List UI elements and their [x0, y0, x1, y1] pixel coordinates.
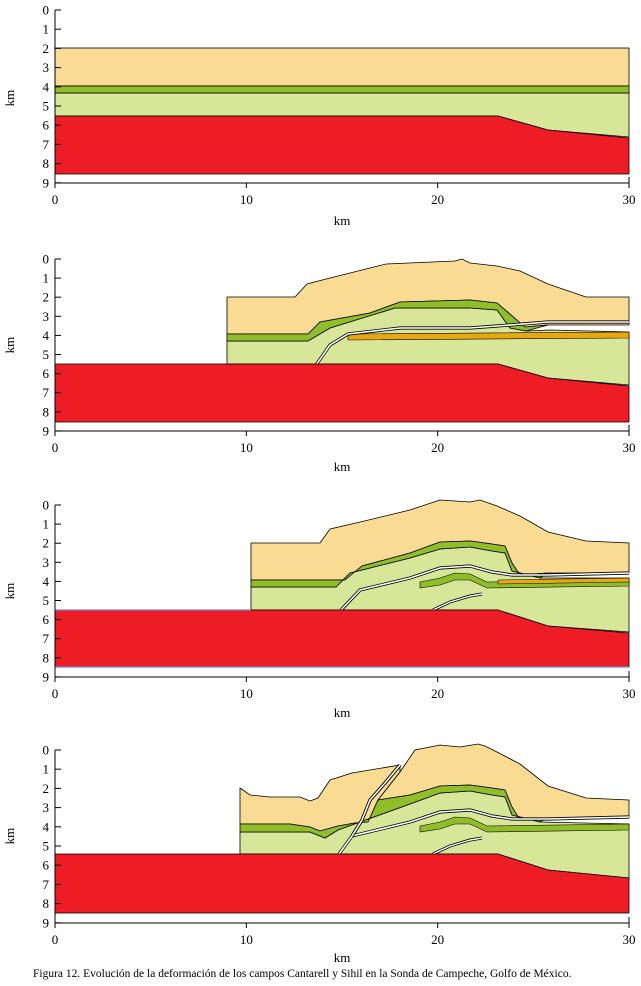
- x-tick-label: 30: [623, 932, 636, 947]
- marker-bed-folded: [226, 299, 549, 342]
- y-tick-label: 9: [43, 915, 50, 930]
- panel-stage-1: 0 1 2 3 4 5 6 7 8 9 0 10 20 30 km km: [2, 3, 636, 229]
- y-tick-label: 0: [43, 252, 50, 267]
- y-tick-label: 8: [43, 650, 50, 665]
- x-tick-label: 0: [52, 686, 59, 701]
- y-tick-label: 9: [43, 175, 50, 190]
- y-tick-label: 7: [43, 631, 50, 646]
- y-tick-label: 4: [43, 79, 50, 94]
- y-tick-label: 4: [43, 328, 50, 343]
- y-tick-label: 5: [43, 347, 50, 362]
- y-tick-label: 7: [43, 137, 50, 152]
- x-tick-label: 0: [52, 192, 59, 207]
- cross-section: [54, 258, 630, 423]
- x-axis-ticks: 0 10 20 30: [52, 183, 636, 207]
- x-tick-label: 10: [240, 192, 253, 207]
- y-tick-label: 3: [43, 800, 50, 815]
- y-tick-label: 5: [43, 593, 50, 608]
- x-tick-label: 0: [52, 440, 59, 455]
- figure-caption: Figura 12. Evolución de la deformación d…: [33, 968, 572, 980]
- y-tick-label: 9: [43, 669, 50, 684]
- orange-bed: [347, 331, 630, 341]
- orange-bed: [497, 577, 630, 585]
- y-tick-label: 0: [43, 3, 50, 18]
- y-tick-label: 3: [43, 555, 50, 570]
- x-tick-label: 30: [623, 440, 636, 455]
- y-tick-label: 1: [43, 762, 50, 777]
- y-tick-label: 5: [43, 99, 50, 114]
- y-tick-label: 6: [43, 858, 50, 873]
- x-tick-label: 20: [431, 686, 444, 701]
- panel-stage-4: 0 1 2 3 4 5 6 7 8 9 0 10 20 30 km km: [2, 743, 636, 966]
- y-tick-label: 6: [43, 612, 50, 627]
- y-tick-label: 7: [43, 385, 50, 400]
- x-axis-ticks: 0 10 20 30: [52, 923, 636, 947]
- x-axis-label: km: [334, 705, 351, 720]
- x-tick-label: 20: [431, 932, 444, 947]
- upper-unit: [54, 47, 630, 87]
- y-axis-label: km: [2, 583, 17, 600]
- y-axis-ticks: 0 1 2 3 4 5 6 7 8 9: [43, 743, 61, 930]
- x-axis-label: km: [334, 950, 351, 965]
- axes: [54, 10, 630, 184]
- y-tick-label: 1: [43, 271, 50, 286]
- x-tick-label: 10: [240, 686, 253, 701]
- x-axis-label: km: [334, 213, 351, 228]
- y-axis-ticks: 0 1 2 3 4 5 6 7 8 9: [43, 252, 61, 438]
- y-tick-label: 4: [43, 574, 50, 589]
- y-tick-label: 5: [43, 839, 50, 854]
- x-tick-label: 30: [623, 192, 636, 207]
- x-axis-ticks: 0 10 20 30: [52, 431, 636, 455]
- y-axis-label: km: [2, 337, 17, 354]
- marker-bed: [54, 85, 630, 94]
- panel-stage-3: 0 1 2 3 4 5 6 7 8 9 0 10 20 30 km km: [2, 498, 636, 721]
- panel-stage-2: 0 1 2 3 4 5 6 7 8 9 0 10 20 30 km km: [2, 252, 636, 475]
- y-axis-ticks: 0 1 2 3 4 5 6 7 8 9: [43, 498, 61, 684]
- cross-section: [54, 743, 630, 914]
- y-tick-label: 6: [43, 118, 50, 133]
- x-tick-label: 30: [623, 686, 636, 701]
- axes: [54, 505, 630, 678]
- x-tick-label: 10: [240, 440, 253, 455]
- y-axis-label: km: [2, 828, 17, 845]
- axes: [54, 259, 630, 432]
- y-tick-label: 0: [43, 498, 50, 513]
- y-tick-label: 2: [43, 781, 50, 796]
- axes: [54, 750, 630, 924]
- y-tick-label: 2: [43, 536, 50, 551]
- cross-section: [54, 499, 630, 668]
- x-tick-label: 10: [240, 932, 253, 947]
- lower-marker-bed: [419, 816, 630, 833]
- y-tick-label: 2: [43, 41, 50, 56]
- x-axis-ticks: 0 10 20 30: [52, 677, 636, 701]
- y-axis-label: km: [2, 90, 17, 107]
- y-tick-label: 1: [43, 22, 50, 37]
- cross-section: [54, 47, 630, 175]
- x-tick-label: 20: [431, 192, 444, 207]
- lower-marker-bed: [419, 572, 630, 589]
- y-tick-label: 8: [43, 896, 50, 911]
- y-tick-label: 9: [43, 423, 50, 438]
- y-axis-ticks: 0 1 2 3 4 5 6 7 8 9: [43, 3, 61, 190]
- y-tick-label: 7: [43, 877, 50, 892]
- y-tick-label: 8: [43, 156, 50, 171]
- y-tick-label: 8: [43, 404, 50, 419]
- y-tick-label: 1: [43, 517, 50, 532]
- x-tick-label: 0: [52, 932, 59, 947]
- y-tick-label: 2: [43, 290, 50, 305]
- y-tick-label: 4: [43, 819, 50, 834]
- x-axis-label: km: [334, 459, 351, 474]
- y-tick-label: 0: [43, 743, 50, 758]
- x-tick-label: 20: [431, 440, 444, 455]
- y-tick-label: 6: [43, 366, 50, 381]
- y-tick-label: 3: [43, 60, 50, 75]
- y-tick-label: 3: [43, 309, 50, 324]
